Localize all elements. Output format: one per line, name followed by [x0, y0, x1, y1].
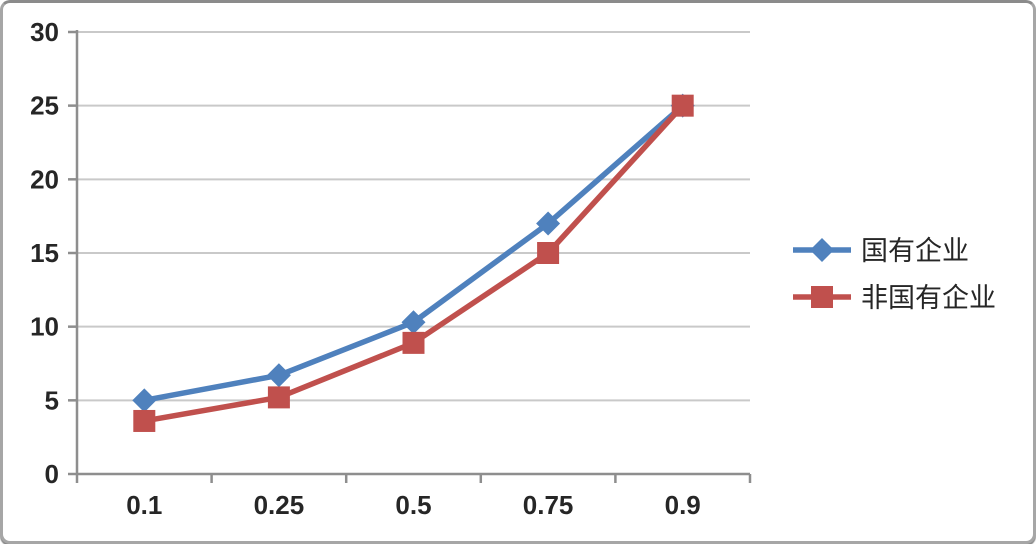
- y-tick-label-5: 5: [45, 385, 59, 415]
- series-1-marker-1: [267, 386, 290, 409]
- y-tick-label-20: 20: [30, 164, 59, 194]
- series-0-marker-3: [536, 211, 561, 236]
- series-1-line: [141, 102, 686, 424]
- y-tick-label-0: 0: [45, 459, 59, 489]
- series-1-marker-2: [402, 331, 425, 354]
- series-0-marker-1: [266, 363, 291, 388]
- y-tick-label-10: 10: [30, 312, 59, 342]
- series-1-marker-3: [537, 242, 560, 264]
- series-0-marker-0: [132, 388, 157, 413]
- y-tick-label-30: 30: [30, 17, 59, 47]
- series-1-marker-4: [671, 94, 694, 117]
- y-tick-label-15: 15: [30, 238, 59, 268]
- x-tick-label-0.9: 0.9: [665, 490, 701, 520]
- x-tick-label-0.1: 0.1: [126, 490, 162, 520]
- x-tick-label-0.75: 0.75: [523, 490, 574, 520]
- series-0-marker-2: [401, 310, 426, 335]
- x-tick-label-0.5: 0.5: [395, 490, 431, 520]
- legend-swatch-marker-1: [811, 286, 833, 308]
- x-tick-label-0.25: 0.25: [254, 490, 305, 520]
- legend-swatch-marker-0: [810, 238, 834, 262]
- legend-label-0: 国有企业: [861, 236, 969, 266]
- legend-label-1: 非国有企业: [861, 283, 996, 313]
- series-1-marker-0: [133, 409, 156, 432]
- y-tick-label-25: 25: [30, 91, 59, 121]
